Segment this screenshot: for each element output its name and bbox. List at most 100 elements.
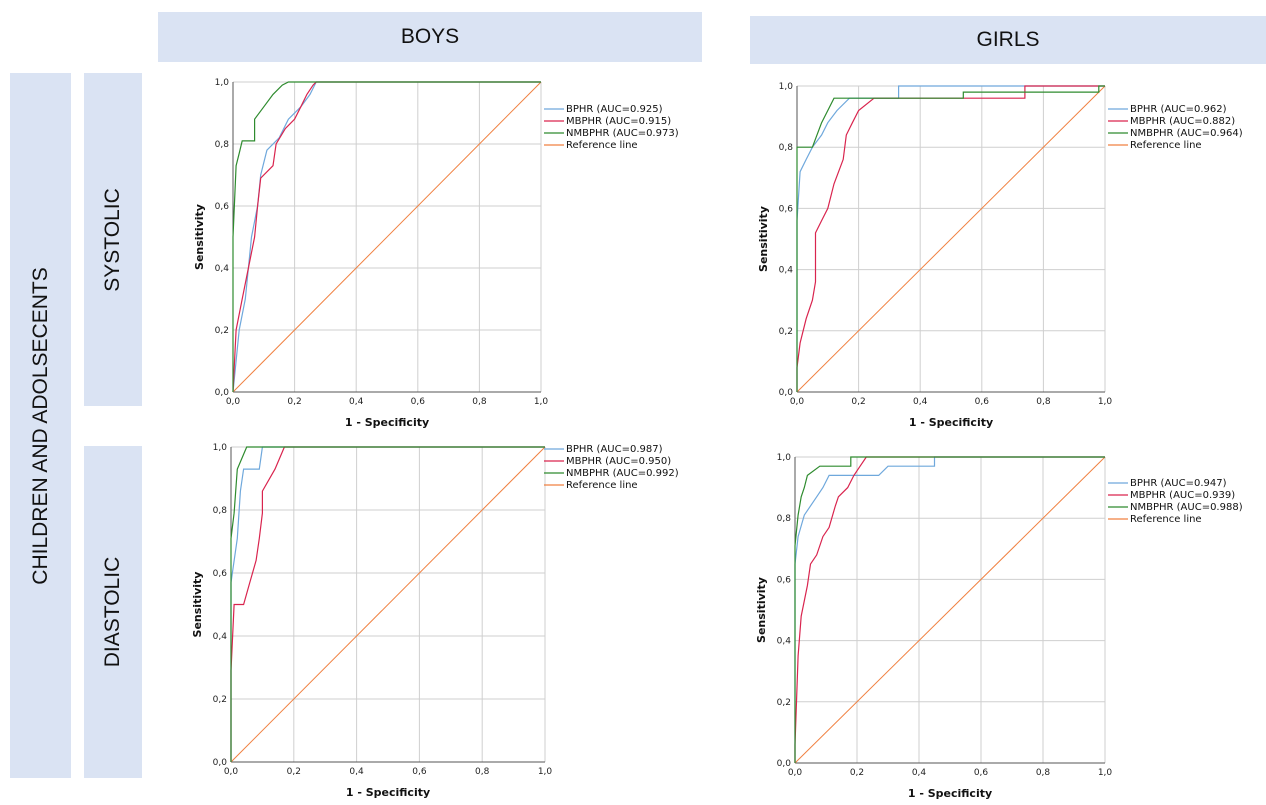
x-tick-label: 1,0 xyxy=(534,397,549,407)
series-line-reference-line xyxy=(796,85,1106,393)
legend-entry: MBPHR (AUC=0.882) xyxy=(1130,116,1235,127)
x-tick-label: 0,0 xyxy=(790,397,805,407)
legend-entry: BPHR (AUC=0.947) xyxy=(1130,478,1227,489)
x-tick-label: 0,8 xyxy=(472,397,487,407)
legend-entry: Reference line xyxy=(566,480,638,491)
series-line-mbphr xyxy=(796,85,1105,392)
x-tick-label: 0,8 xyxy=(1036,397,1051,407)
y-tick-label: 1,0 xyxy=(779,82,794,92)
x-tick-label: 0,4 xyxy=(349,397,364,407)
y-tick-label: 0,8 xyxy=(777,514,792,524)
legend-entry: BPHR (AUC=0.962) xyxy=(1130,104,1227,115)
y-axis-label: Sensitivity xyxy=(193,204,206,270)
y-tick-label: 0,4 xyxy=(777,637,792,647)
y-tick-label: 1,0 xyxy=(213,443,228,453)
series-line-bphr xyxy=(230,446,545,762)
x-axis-label: 1 - Specificity xyxy=(345,416,429,429)
x-axis-label: 1 - Specificity xyxy=(909,416,993,429)
y-tick-label: 0,8 xyxy=(779,143,794,153)
series-line-bphr xyxy=(794,456,1105,763)
series-line-mbphr xyxy=(794,456,1105,763)
x-tick-label: 0,6 xyxy=(975,397,990,407)
y-tick-label: 0,8 xyxy=(215,140,230,150)
y-axis-label: Sensitivity xyxy=(757,206,770,272)
y-tick-label: 0,2 xyxy=(213,695,227,705)
series-line-bphr xyxy=(232,81,541,393)
series-line-mbphr xyxy=(232,81,541,393)
series-line-reference-line xyxy=(794,456,1106,764)
x-tick-label: 1,0 xyxy=(1098,397,1113,407)
legend-entry: NMBPHR (AUC=0.992) xyxy=(566,468,679,479)
y-tick-label: 0,0 xyxy=(215,388,230,398)
series-line-nmbphr xyxy=(796,85,1105,392)
legend-entry: NMBPHR (AUC=0.964) xyxy=(1130,128,1243,139)
legend-entry: MBPHR (AUC=0.915) xyxy=(566,116,671,127)
systolic-header-label: SYSTOLIC xyxy=(101,187,124,292)
x-tick-label: 0,6 xyxy=(412,767,427,777)
series-line-bphr xyxy=(796,85,1105,392)
legend-entry: NMBPHR (AUC=0.988) xyxy=(1130,502,1243,513)
diastolic-header: DIASTOLIC xyxy=(84,446,142,778)
y-tick-label: 0,2 xyxy=(777,698,791,708)
x-tick-label: 0,4 xyxy=(349,767,364,777)
y-tick-label: 0,6 xyxy=(215,202,230,212)
x-tick-label: 0,0 xyxy=(224,767,239,777)
y-axis-label: Sensitivity xyxy=(755,577,768,643)
y-tick-label: 0,4 xyxy=(213,632,228,642)
y-axis-label: Sensitivity xyxy=(191,572,204,638)
y-tick-label: 0,8 xyxy=(213,506,228,516)
legend-entry: BPHR (AUC=0.987) xyxy=(566,444,663,455)
group-header-label: CHILDREN AND ADOLSECENTS xyxy=(28,266,52,585)
x-tick-label: 0,2 xyxy=(287,397,301,407)
legend-entry: MBPHR (AUC=0.950) xyxy=(566,456,671,467)
series-line-nmbphr xyxy=(232,81,541,392)
x-tick-label: 0,6 xyxy=(411,397,426,407)
legend-entry: Reference line xyxy=(1130,140,1202,151)
y-tick-label: 0,2 xyxy=(215,326,229,336)
series-line-nmbphr xyxy=(230,446,545,762)
x-tick-label: 0,4 xyxy=(913,397,928,407)
y-tick-label: 0,6 xyxy=(213,569,228,579)
x-tick-label: 0,2 xyxy=(850,768,864,778)
x-tick-label: 0,8 xyxy=(475,767,490,777)
x-tick-label: 1,0 xyxy=(1098,768,1113,778)
x-tick-label: 1,0 xyxy=(538,767,553,777)
y-tick-label: 0,4 xyxy=(779,266,794,276)
legend-entry: Reference line xyxy=(566,140,638,151)
series-line-reference-line xyxy=(230,446,546,763)
y-tick-label: 0,0 xyxy=(213,758,228,768)
diastolic-header-label: DIASTOLIC xyxy=(101,556,124,668)
boys-header-label: BOYS xyxy=(400,25,460,48)
x-tick-label: 0,8 xyxy=(1036,768,1051,778)
y-tick-label: 1,0 xyxy=(777,453,792,463)
systolic-header: SYSTOLIC xyxy=(84,73,142,406)
x-axis-label: 1 - Specificity xyxy=(908,787,992,800)
y-tick-label: 1,0 xyxy=(215,78,230,88)
x-tick-label: 0,2 xyxy=(851,397,865,407)
group-header: CHILDREN AND ADOLSECENTS xyxy=(10,73,71,778)
y-tick-label: 0,6 xyxy=(777,575,792,585)
legend-entry: NMBPHR (AUC=0.973) xyxy=(566,128,679,139)
girls-header-label: GIRLS xyxy=(976,28,1040,51)
x-axis-label: 1 - Specificity xyxy=(346,786,430,799)
legend-entry: BPHR (AUC=0.925) xyxy=(566,104,663,115)
series-line-reference-line xyxy=(232,81,542,393)
legend-entry: Reference line xyxy=(1130,514,1202,525)
x-tick-label: 0,6 xyxy=(974,768,989,778)
y-tick-label: 0,2 xyxy=(779,327,793,337)
x-tick-label: 0,4 xyxy=(912,768,927,778)
legend-entry: MBPHR (AUC=0.939) xyxy=(1130,490,1235,501)
series-line-mbphr xyxy=(230,446,545,762)
girls-header: GIRLS xyxy=(750,16,1266,64)
y-tick-label: 0,6 xyxy=(779,204,794,214)
x-tick-label: 0,2 xyxy=(287,767,301,777)
boys-header: BOYS xyxy=(158,12,702,62)
x-tick-label: 0,0 xyxy=(788,768,803,778)
y-tick-label: 0,0 xyxy=(777,759,792,769)
y-tick-label: 0,4 xyxy=(215,264,230,274)
x-tick-label: 0,0 xyxy=(226,397,241,407)
